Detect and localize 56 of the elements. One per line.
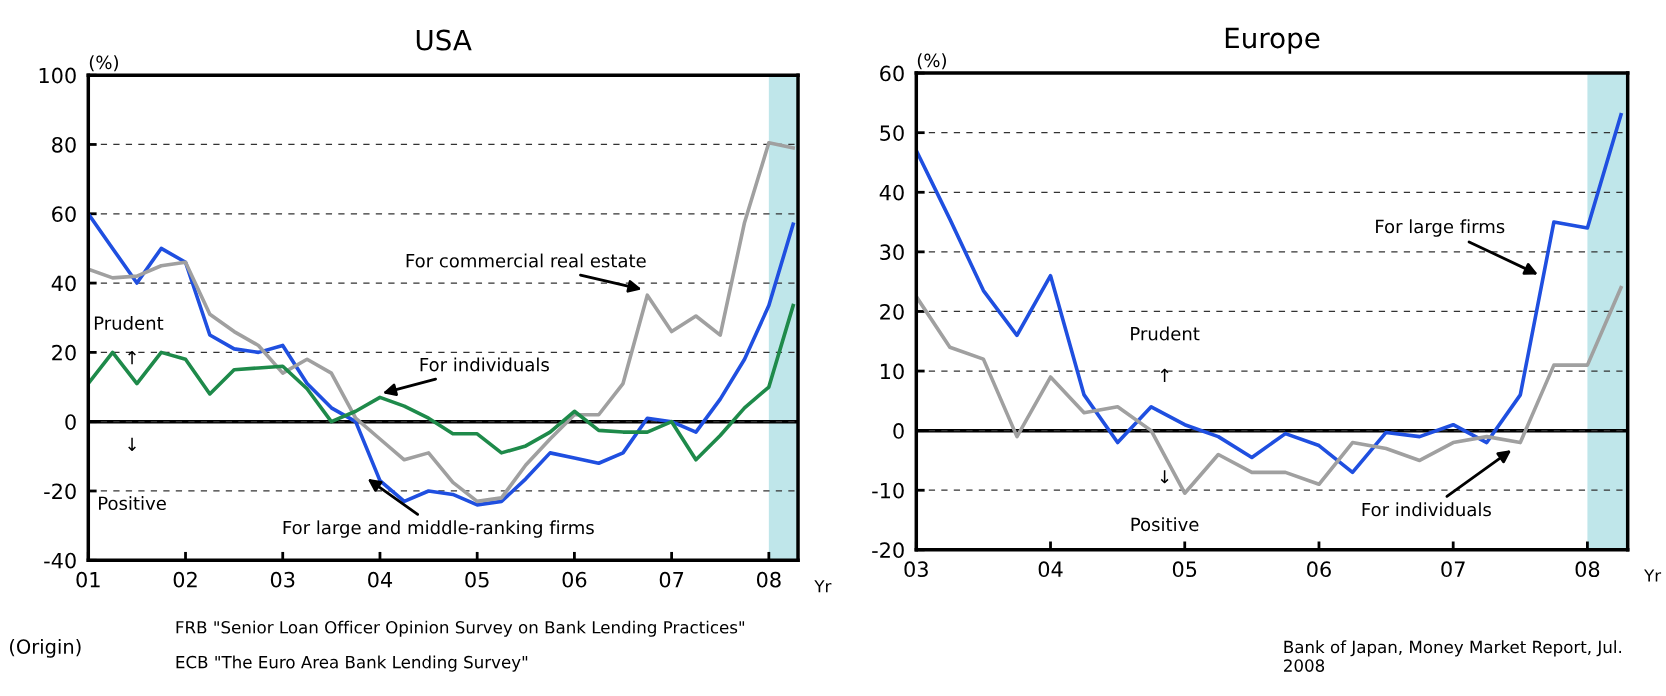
text: For individuals bbox=[420, 357, 549, 372]
y-tick-label: 0 bbox=[893, 423, 904, 439]
y-tick-label: -20 bbox=[44, 483, 76, 500]
series-label: For commercial real estate bbox=[406, 253, 646, 268]
annotation: ↑ bbox=[1160, 368, 1169, 382]
x-tick-label: 05 bbox=[1172, 561, 1197, 578]
x-axis-title: Yr bbox=[814, 580, 832, 593]
y-tick-label: 100 bbox=[39, 67, 76, 84]
text: For large firms bbox=[1376, 219, 1505, 237]
text: (Origin) bbox=[10, 638, 81, 658]
x-tick-label: 08 bbox=[756, 571, 781, 588]
x-tick-label: 07 bbox=[659, 571, 684, 588]
x-tick-label: 06 bbox=[562, 571, 587, 588]
y-axis-title: (%) bbox=[89, 55, 118, 72]
x-tick-label: 04 bbox=[1038, 561, 1063, 578]
y-tick-label: 40 bbox=[51, 275, 76, 292]
y-tick-label: -10 bbox=[872, 482, 904, 499]
x-tick-label: 07 bbox=[1441, 561, 1465, 578]
x-axis-title: Yr bbox=[1644, 569, 1662, 582]
text: For individuals bbox=[1362, 502, 1491, 517]
x-tick-label: 06 bbox=[1307, 561, 1331, 578]
annotation: Prudent bbox=[94, 315, 164, 330]
annotation: Positive bbox=[99, 496, 166, 511]
annotation: ↓ bbox=[1160, 470, 1169, 484]
y-tick-label: 40 bbox=[879, 184, 904, 201]
x-tick-label: 03 bbox=[904, 561, 928, 578]
x-tick-label: 04 bbox=[368, 571, 393, 588]
y-tick-label: 20 bbox=[52, 344, 76, 361]
x-tick-label: 05 bbox=[465, 571, 489, 588]
text: For large and middle-ranking firms bbox=[283, 520, 594, 538]
y-tick-label: 60 bbox=[52, 206, 76, 222]
annotation: Positive bbox=[1131, 517, 1199, 532]
y-tick-label: 0 bbox=[65, 414, 76, 430]
y-tick-label: 20 bbox=[880, 303, 904, 320]
y-axis-title: (%) bbox=[917, 53, 946, 70]
text: ECB "The Euro Area Bank Lending Survey" bbox=[176, 655, 528, 672]
y-tick-label: 10 bbox=[880, 363, 904, 380]
y-tick-label: -20 bbox=[872, 542, 904, 559]
y-tick-label: 60 bbox=[880, 65, 904, 82]
chart-title: USA bbox=[416, 29, 472, 51]
y-tick-label: -40 bbox=[44, 552, 76, 569]
x-tick-label: 03 bbox=[270, 571, 295, 588]
line-series bbox=[916, 285, 1623, 496]
annotation: ↑ bbox=[128, 351, 136, 365]
x-tick-label: 01 bbox=[76, 571, 100, 588]
chart-title: Europe bbox=[1225, 27, 1320, 54]
text: Bank of Japan, Money Market Report, Jul. 2008 bbox=[1284, 640, 1622, 672]
y-tick-label: 30 bbox=[880, 244, 904, 261]
x-tick-label: 02 bbox=[173, 571, 197, 588]
y-tick-label: 80 bbox=[52, 136, 76, 153]
line-series bbox=[88, 303, 795, 462]
annotation: Prudent bbox=[1131, 326, 1200, 341]
text: FRB "Senior Loan Officer Opinion Survey on Bank Lending Practices" bbox=[176, 620, 745, 637]
y-tick-label: 50 bbox=[880, 125, 904, 141]
x-tick-label: 08 bbox=[1575, 561, 1600, 578]
annotation: ↓ bbox=[128, 437, 136, 451]
